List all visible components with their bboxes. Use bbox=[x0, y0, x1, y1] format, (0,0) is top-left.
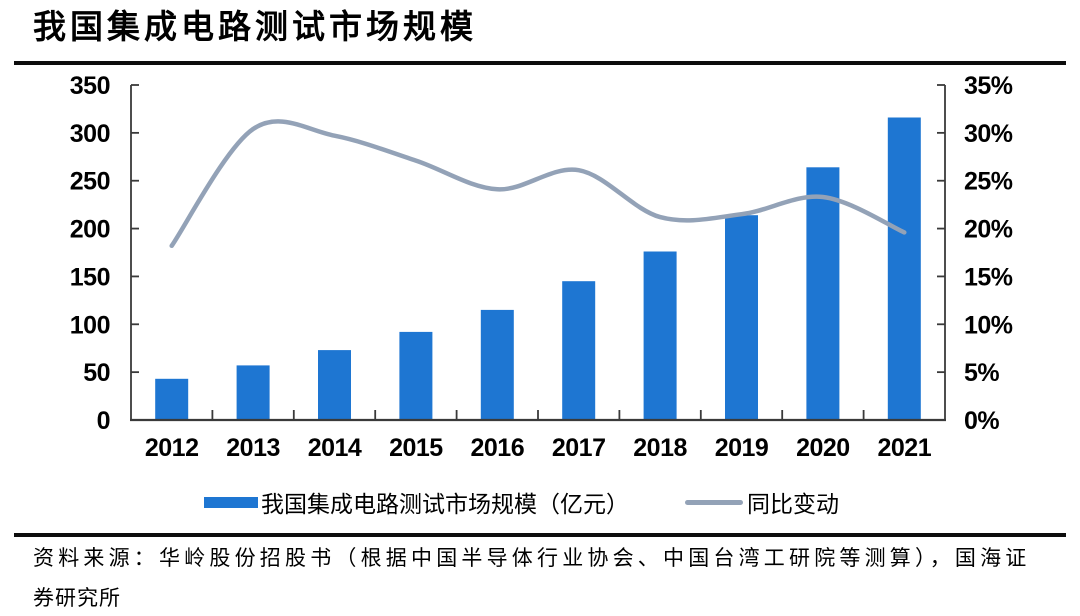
x-axis-label-2018: 2018 bbox=[633, 434, 687, 462]
bar-2020 bbox=[806, 167, 840, 420]
legend-item-market-size: 我国集成电路测试市场规模（亿元） bbox=[204, 485, 629, 519]
right-axis-label: 20% bbox=[964, 216, 1013, 244]
x-axis-label-2015: 2015 bbox=[389, 434, 443, 462]
yoy-line bbox=[169, 119, 907, 249]
bar-series-swatch bbox=[204, 496, 258, 508]
left-axis-label: 0 bbox=[97, 407, 110, 435]
bar-2018 bbox=[643, 251, 677, 420]
x-axis-label-2016: 2016 bbox=[470, 434, 524, 462]
x-axis-label-2019: 2019 bbox=[715, 434, 769, 462]
bar-2014 bbox=[318, 350, 351, 420]
right-axis-label: 0% bbox=[964, 407, 999, 435]
x-axis-label-2017: 2017 bbox=[552, 434, 606, 462]
left-axis-label: 300 bbox=[70, 120, 110, 148]
combo-chart: 0 50 100 150 200 250 300 350 0% 5% 10% 15% 20% 25% 30%… bbox=[70, 72, 1014, 462]
right-axis-label: 10% bbox=[964, 311, 1013, 339]
bar-2017 bbox=[562, 281, 596, 420]
left-axis-label: 250 bbox=[70, 168, 110, 196]
legend-label-market-size: 我国集成电路测试市场规模（亿元） bbox=[261, 492, 629, 518]
right-axis-label: 35% bbox=[964, 72, 1013, 100]
legend-item-yoy: 同比变动 bbox=[685, 485, 839, 519]
chart-title: 我国集成电路测试市场规模 bbox=[33, 8, 477, 45]
source-note-line1: 资料来源：华岭股份招股书（根据中国半导体行业协会、中国台湾工研院等测算），国海证 bbox=[33, 546, 1031, 570]
bar-2021 bbox=[887, 117, 921, 420]
left-axis-label: 200 bbox=[70, 216, 110, 244]
line-series-swatch bbox=[685, 499, 743, 505]
x-axis-label-2012: 2012 bbox=[145, 434, 199, 462]
left-axis-label: 150 bbox=[70, 263, 110, 291]
left-axis-label: 350 bbox=[70, 72, 110, 100]
legend-label-yoy: 同比变动 bbox=[747, 492, 839, 518]
x-axis-label-2020: 2020 bbox=[796, 434, 850, 462]
bar-2016 bbox=[480, 309, 514, 420]
footer-divider bbox=[14, 533, 1066, 537]
title-divider bbox=[14, 61, 1066, 65]
source-note: 资料来源：华岭股份招股书（根据中国半导体行业协会、中国台湾工研院等测算），国海证… bbox=[33, 545, 1057, 611]
bar-2015 bbox=[399, 331, 433, 420]
bar-2012 bbox=[155, 378, 189, 420]
right-axis-label: 30% bbox=[964, 120, 1013, 148]
left-axis-label: 50 bbox=[83, 359, 110, 387]
right-axis-label: 15% bbox=[964, 263, 1013, 291]
bar-2019 bbox=[725, 215, 758, 420]
chart-legend: 我国集成电路测试市场规模（亿元） 同比变动 bbox=[204, 485, 839, 519]
bar-2013 bbox=[236, 365, 270, 420]
x-axis-label-2014: 2014 bbox=[308, 434, 362, 462]
x-axis-label-2013: 2013 bbox=[226, 434, 280, 462]
right-axis-label: 5% bbox=[964, 359, 999, 387]
x-axis-label-2021: 2021 bbox=[877, 434, 931, 462]
right-axis-label: 25% bbox=[964, 168, 1013, 196]
source-note-line2: 券研究所 bbox=[33, 586, 121, 610]
left-axis-label: 100 bbox=[70, 311, 110, 339]
